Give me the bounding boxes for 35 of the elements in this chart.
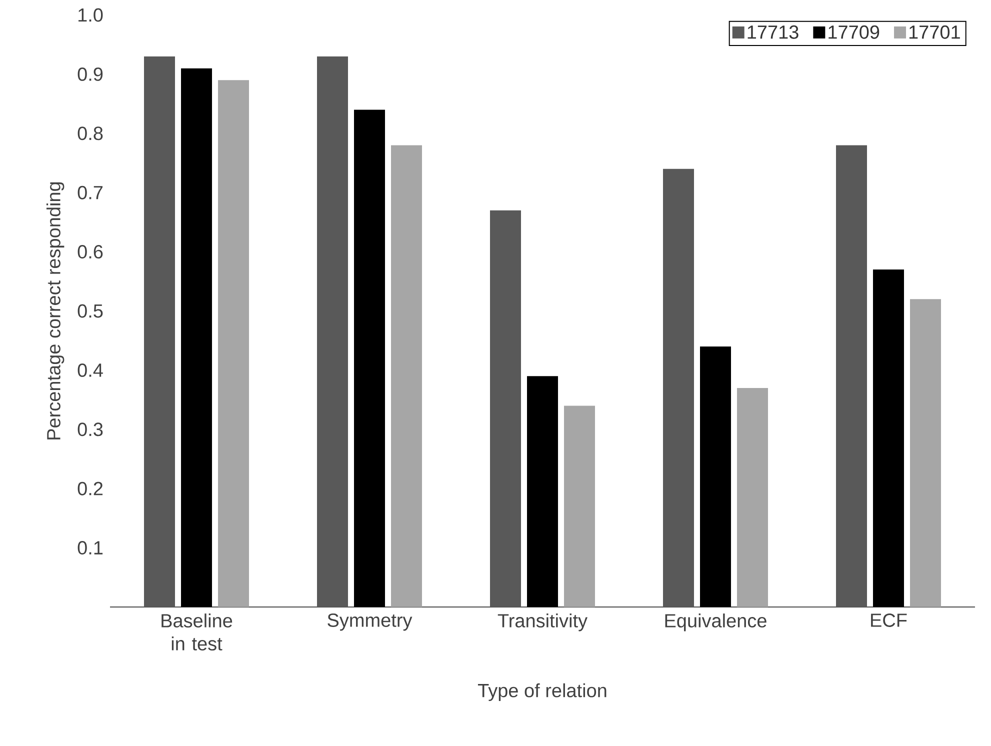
legend-label: 17713 bbox=[748, 25, 798, 39]
bar bbox=[354, 110, 386, 607]
bar bbox=[737, 388, 768, 607]
y-tick-label: 0.5 bbox=[78, 304, 103, 318]
bar bbox=[564, 406, 595, 607]
y-axis-title: Percentage correct responding bbox=[46, 182, 64, 440]
x-tick-label: Equivalence bbox=[665, 614, 766, 632]
y-tick-label: 0.1 bbox=[78, 541, 103, 555]
y-tick-label: 0.9 bbox=[78, 67, 103, 81]
legend-label: 17709 bbox=[828, 25, 880, 39]
y-tick-label: 0.4 bbox=[78, 363, 103, 377]
bar bbox=[663, 168, 694, 607]
bar bbox=[391, 145, 422, 607]
bar bbox=[873, 270, 904, 607]
x-axis-title: Type of relation bbox=[478, 683, 606, 702]
legend-label: 17701 bbox=[909, 25, 960, 39]
bar bbox=[836, 145, 867, 607]
bar bbox=[144, 56, 176, 607]
bar bbox=[910, 299, 941, 607]
bar bbox=[317, 56, 348, 607]
y-tick-label: 0.7 bbox=[78, 186, 103, 200]
x-tick-label: Baseline in test bbox=[162, 614, 232, 650]
bar bbox=[181, 68, 212, 607]
y-tick-label: 0.2 bbox=[78, 482, 103, 496]
x-tick-label: ECF bbox=[871, 614, 907, 627]
y-tick-label: 1.0 bbox=[78, 8, 103, 22]
y-tick-label: 0.3 bbox=[78, 422, 103, 436]
y-tick-label: 0.8 bbox=[78, 126, 103, 140]
bar bbox=[218, 80, 250, 607]
x-tick-label: Symmetry bbox=[328, 614, 412, 631]
bar bbox=[490, 210, 522, 607]
y-tick-label: 0.6 bbox=[78, 245, 103, 259]
bar bbox=[700, 346, 732, 607]
bar bbox=[527, 376, 558, 607]
x-tick-label: Transitivity bbox=[498, 614, 588, 632]
